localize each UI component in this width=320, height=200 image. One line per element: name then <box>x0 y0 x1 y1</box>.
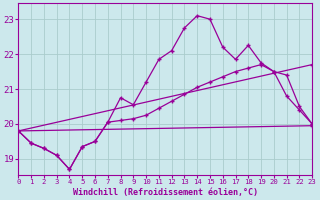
X-axis label: Windchill (Refroidissement éolien,°C): Windchill (Refroidissement éolien,°C) <box>73 188 258 197</box>
